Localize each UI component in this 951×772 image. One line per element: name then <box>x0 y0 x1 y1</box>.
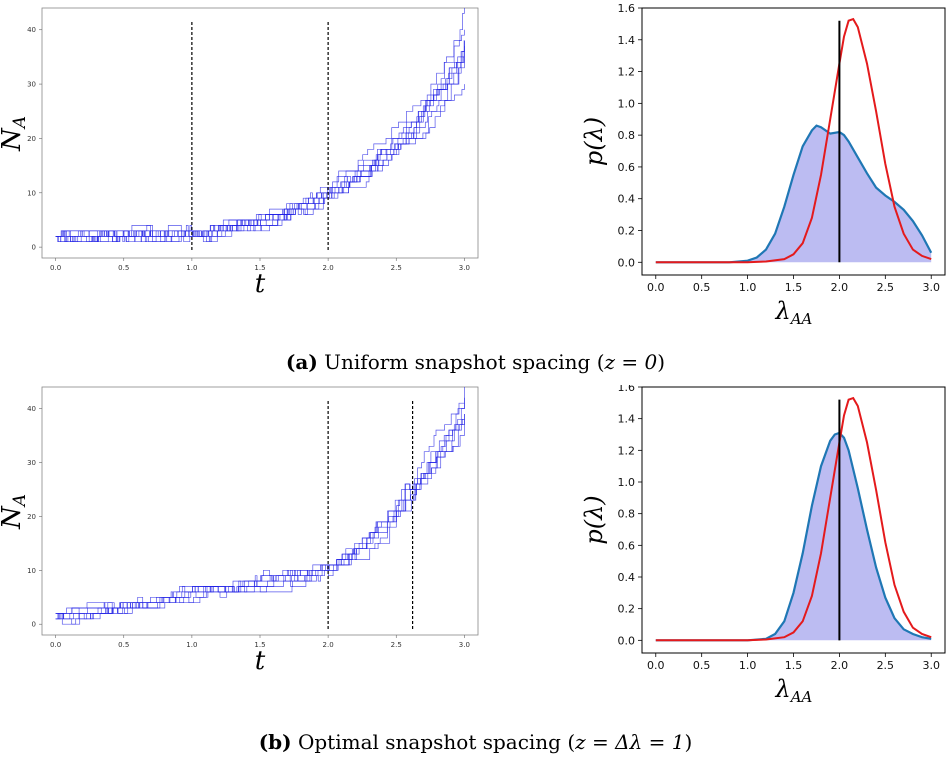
x-tick-label: 0.5 <box>693 659 711 672</box>
posterior-curve <box>655 124 933 264</box>
x-axis-label: t <box>255 269 266 299</box>
y-tick-label: 0.6 <box>618 161 636 174</box>
y-tick-label: 0 <box>32 621 36 629</box>
y-tick-label: 0.2 <box>618 603 636 616</box>
y-tick-label: 0 <box>32 244 36 252</box>
y-tick-label: 1.4 <box>618 413 636 426</box>
y-tick-label: 0.0 <box>618 634 636 647</box>
x-tick-label: 1.5 <box>254 264 265 272</box>
caption-b: (b) Optimal snapshot spacing (z = Δλ = 1… <box>258 730 693 754</box>
posterior-chart-uniform: 0.0 0.5 1.0 1.5 2.0 2.5 3.0 0.0 0.2 0.4 0.6 0.8 1.0 1… <box>580 2 946 328</box>
x-tick-label: 0.0 <box>50 264 61 272</box>
reference-curve <box>655 17 932 264</box>
y-tick-label: 1.0 <box>618 97 636 110</box>
x-tick-label: 0.0 <box>50 641 61 649</box>
trajectory-line <box>55 29 465 243</box>
y-axis-label: NA <box>0 494 30 530</box>
y-tick-label: 0.4 <box>618 193 636 206</box>
caption-b-text: Optimal snapshot spacing <box>297 730 561 754</box>
x-tick-label: 2.5 <box>877 281 895 294</box>
trajectory-chart-optimal: 0.0 0.5 1.0 1.5 2.0 2.5 3.0 0 10 20 30 40 NA t <box>0 386 479 676</box>
y-tick-label: 0.8 <box>618 508 636 521</box>
trajectory-line <box>55 414 465 625</box>
y-tick-label: 30 <box>27 81 36 89</box>
trajectory-chart-uniform: 0.0 0.5 1.0 1.5 2.0 2.5 3.0 0 10 20 30 40 NA t <box>0 7 479 299</box>
caption-b-condition: z = Δλ = 1 <box>575 730 685 754</box>
x-tick-label: 2.5 <box>391 264 402 272</box>
posterior-fill <box>655 432 932 641</box>
x-axis-label: λAA <box>775 675 813 706</box>
x-tick-label: 0.0 <box>647 281 665 294</box>
x-tick-label: 0.5 <box>693 281 711 294</box>
y-tick-label: 30 <box>27 459 36 467</box>
y-tick-label: 0.2 <box>618 225 636 238</box>
y-tick-label: 1.6 <box>618 2 636 15</box>
x-axis-label: t <box>255 646 266 676</box>
caption-a-condition: z = 0 <box>604 350 658 374</box>
x-tick-label: 0.5 <box>118 264 129 272</box>
x-tick-label: 3.0 <box>922 281 940 294</box>
caption-b-tag: (b) <box>258 730 292 754</box>
x-tick-label: 1.0 <box>186 641 197 649</box>
y-tick-label: 10 <box>27 567 36 575</box>
y-tick-label: 0.0 <box>618 256 636 269</box>
y-tick-label: 20 <box>27 135 36 143</box>
x-tick-label: 3.0 <box>459 641 470 649</box>
y-tick-label: 40 <box>27 26 36 34</box>
x-tick-label: 2.0 <box>323 641 334 649</box>
trajectory-line <box>55 403 465 620</box>
y-tick-label: 1.2 <box>618 444 636 457</box>
y-tick-label: 1.2 <box>618 66 636 79</box>
x-tick-label: 1.5 <box>785 659 803 672</box>
x-tick-label: 1.0 <box>186 264 197 272</box>
trajectory-line <box>55 387 465 620</box>
x-tick-label: 0.0 <box>647 659 665 672</box>
x-tick-label: 1.5 <box>785 281 803 294</box>
caption-a: (a) Uniform snapshot spacing (z = 0) <box>285 350 666 374</box>
y-tick-label: 0.6 <box>618 539 636 552</box>
x-tick-label: 3.0 <box>459 264 470 272</box>
posterior-chart-optimal: 0.0 0.5 1.0 1.5 2.0 2.5 3.0 0.0 0.2 0.4 0.6 0.8 1.0 1… <box>580 385 946 706</box>
x-tick-label: 2.0 <box>323 264 334 272</box>
posterior-fill <box>655 125 932 263</box>
caption-a-tag: (a) <box>285 350 318 374</box>
x-tick-label: 2.5 <box>877 659 895 672</box>
x-tick-label: 1.5 <box>254 641 265 649</box>
x-tick-label: 2.5 <box>391 641 402 649</box>
y-tick-label: 1.0 <box>618 476 636 489</box>
y-tick-label: 1.6 <box>618 385 636 394</box>
y-axis-label: NA <box>0 116 30 152</box>
x-tick-label: 0.5 <box>118 641 129 649</box>
x-tick-label: 3.0 <box>922 659 940 672</box>
y-tick-label: 10 <box>27 189 36 197</box>
y-tick-label: 40 <box>27 405 36 413</box>
y-axis-label: p(λ) <box>580 117 608 166</box>
y-tick-label: 0.8 <box>618 129 636 142</box>
x-axis-label: λAA <box>775 297 813 328</box>
y-axis-label: p(λ) <box>580 495 608 544</box>
reference-curve <box>655 396 932 642</box>
x-tick-label: 1.0 <box>739 281 757 294</box>
y-tick-label: 0.4 <box>618 571 636 584</box>
y-tick-label: 20 <box>27 513 36 521</box>
y-tick-label: 1.4 <box>618 34 636 47</box>
caption-a-text: Uniform snapshot spacing <box>324 350 591 374</box>
x-tick-label: 1.0 <box>739 659 757 672</box>
x-tick-label: 2.0 <box>831 281 849 294</box>
x-tick-label: 2.0 <box>831 659 849 672</box>
